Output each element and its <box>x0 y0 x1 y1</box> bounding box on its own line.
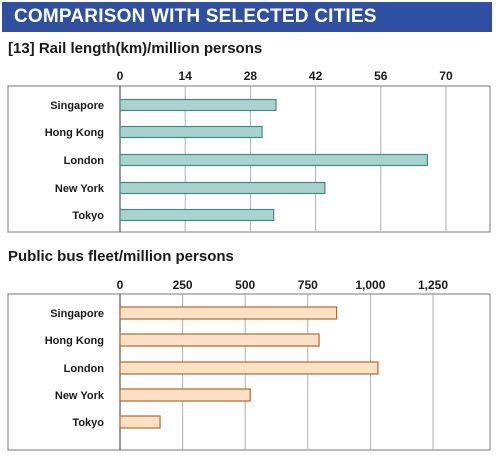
header-bar: COMPARISON WITH SELECTED CITIES <box>2 2 492 32</box>
rail-tick-label: 0 <box>117 69 124 83</box>
bus-chart-title: Public bus fleet/million persons <box>8 248 234 265</box>
rail-tick-label: 56 <box>374 69 388 83</box>
bus-bar <box>119 306 338 320</box>
bus-bar <box>119 388 251 402</box>
rail-category-label: New York <box>55 183 105 195</box>
rail-category-label: Tokyo <box>72 210 104 222</box>
bus-tick-label: 1,250 <box>418 278 448 292</box>
rail-category-label: London <box>64 155 105 167</box>
bus-category-label: Singapore <box>50 308 104 320</box>
rail-tick-label: 42 <box>309 69 323 83</box>
rail-chart-title: [13] Rail length(km)/million persons <box>8 40 263 57</box>
bus-category-label: New York <box>55 390 105 402</box>
bus-tick-label: 750 <box>298 278 318 292</box>
rail-bar <box>119 125 263 139</box>
rail-bar <box>119 181 326 195</box>
bus-tick-label: 1,000 <box>355 278 385 292</box>
bus-tick-label: 500 <box>235 278 255 292</box>
bus-category-label: London <box>64 363 105 375</box>
header-title: COMPARISON WITH SELECTED CITIES <box>14 6 377 27</box>
bus-tick-label: 0 <box>117 278 124 292</box>
rail-bar <box>119 208 275 222</box>
bus-category-label: Hong Kong <box>45 335 104 347</box>
bus-bar <box>119 415 161 429</box>
bus-bar <box>119 333 320 347</box>
bus-category-label: Tokyo <box>72 417 104 429</box>
rail-tick-label: 28 <box>244 69 258 83</box>
rail-tick-label: 70 <box>439 69 453 83</box>
rail-bar <box>119 98 277 112</box>
bus-tick-label: 250 <box>173 278 193 292</box>
rail-tick-label: 14 <box>179 69 193 83</box>
bus-bar <box>119 361 379 375</box>
rail-category-label: Hong Kong <box>45 127 104 139</box>
rail-bar <box>119 153 428 167</box>
rail-category-label: Singapore <box>50 100 104 112</box>
